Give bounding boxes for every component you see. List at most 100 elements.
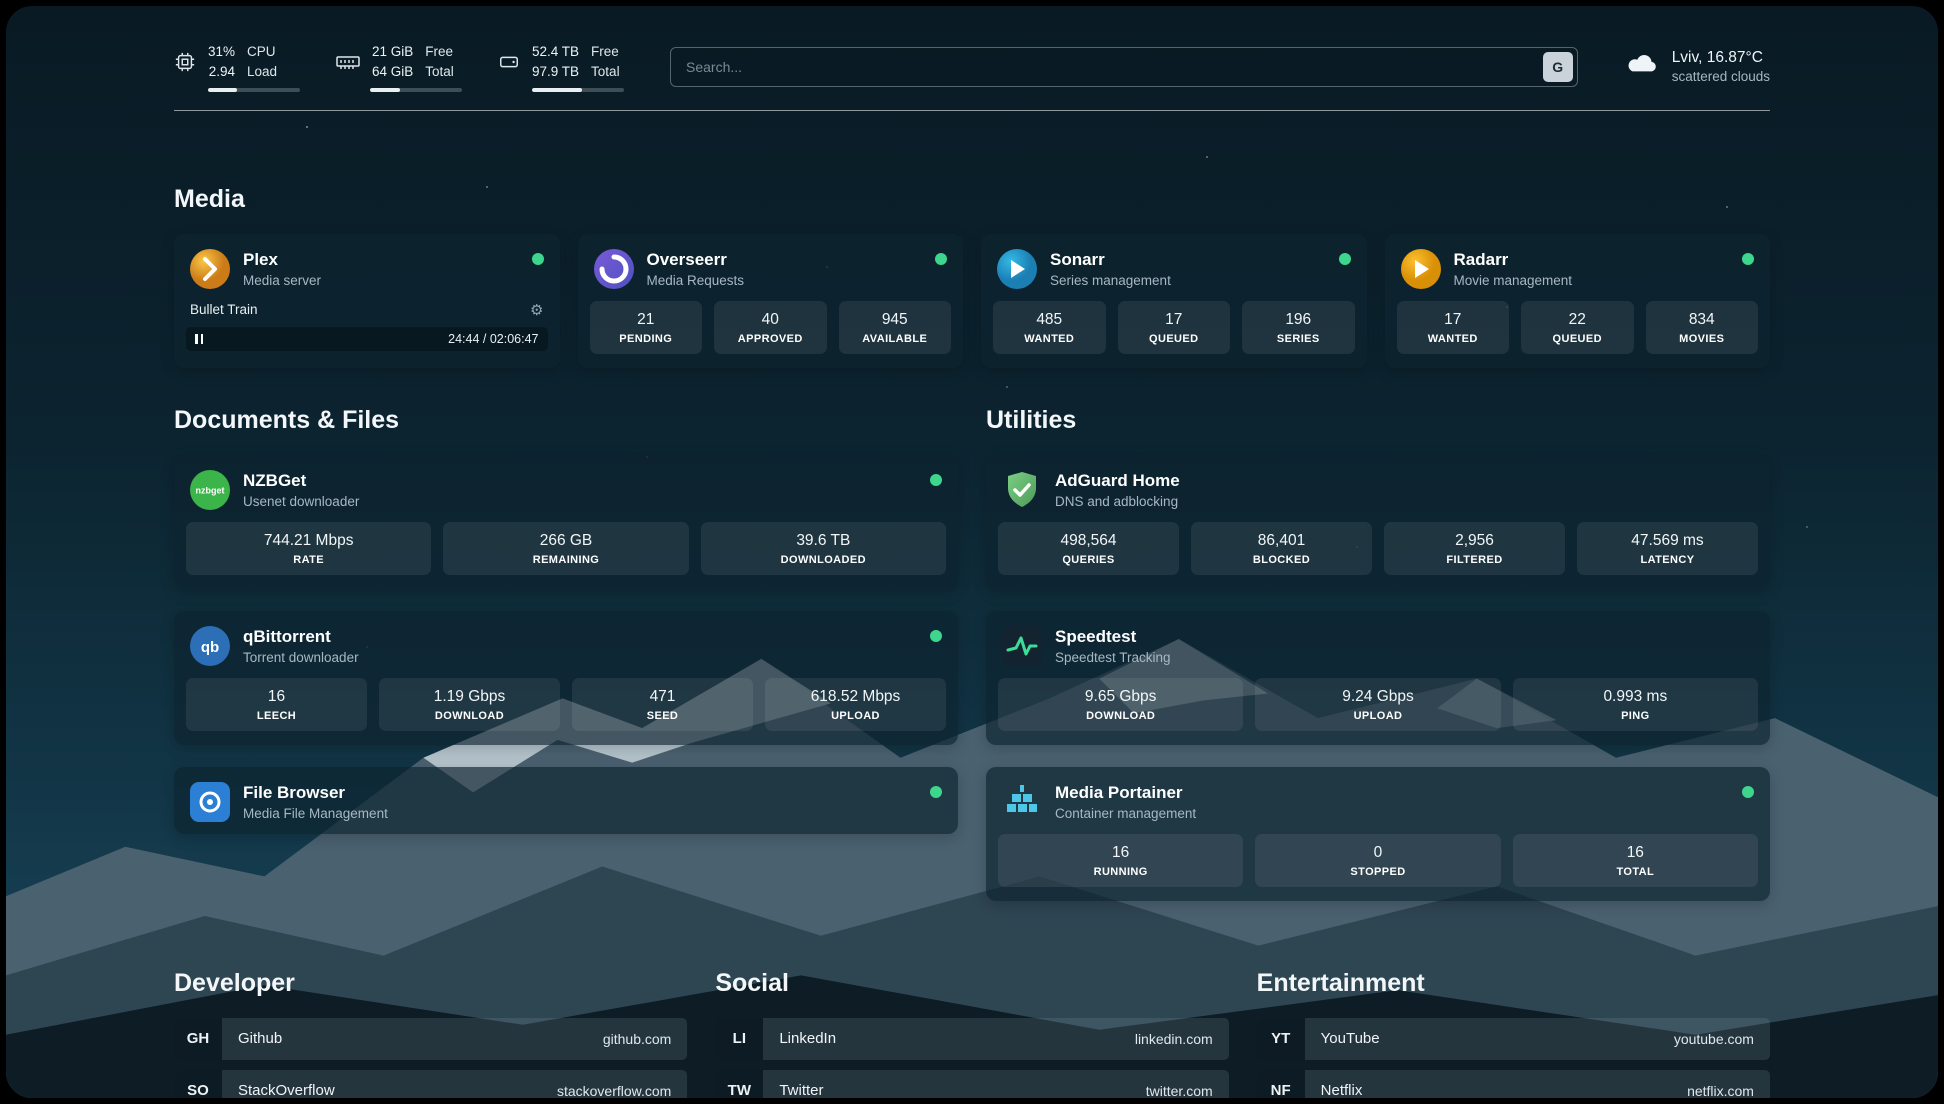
weather-location: Lviv, 16.87°C [1671,49,1763,67]
section-documents: Documents & Files nzbget NZBGet Usenet d [174,406,958,856]
bookmark-netflix[interactable]: NF Netflix netflix.com [1256,1069,1770,1099]
app-card-radarr[interactable]: Radarr Movie management 17 WANTED 22 QUE… [1384,233,1770,368]
app-name: Overseerr [646,249,727,269]
app-name: Plex [243,249,278,269]
bookmark-linkedin[interactable]: LI LinkedIn linkedin.com [715,1017,1229,1060]
stat-tile: 17 QUEUED [1117,300,1230,354]
app-subtitle: Container management [1055,805,1197,821]
app-name: Media Portainer [1055,782,1183,802]
nzbget-icon: nzbget [190,469,230,510]
seek-track[interactable] [212,332,439,345]
stat-tile: 9.65 Gbps DOWNLOAD [998,677,1244,731]
svg-text:nzbget: nzbget [196,485,225,495]
app-card-overseerr[interactable]: Overseerr Media Requests 21 PENDING 40 A… [577,233,963,368]
app-subtitle: Movie management [1453,272,1573,288]
search-engine-button[interactable]: G [1542,51,1573,82]
app-subtitle: Media File Management [243,805,388,821]
now-playing-title: Bullet Train [190,302,258,317]
ram-label-1: Free [425,44,454,59]
playback-time: 24:44 / 02:06:47 [448,331,539,346]
stat-tile: 16 TOTAL [1512,833,1758,887]
app-card-nzbget[interactable]: nzbget NZBGet Usenet downloader 744.21 M… [174,454,958,589]
ram-total-value: 64 GiB [372,64,414,80]
app-name: qBittorrent [243,626,331,646]
overseerr-icon [593,248,634,289]
app-card-speedtest[interactable]: Speedtest Speedtest Tracking 9.65 Gbps D… [986,610,1770,745]
cloud-icon [1624,51,1660,82]
bookmark-abbr: TW [715,1069,764,1098]
bookmark-name: StackOverflow [238,1082,335,1098]
bookmark-abbr: NF [1256,1069,1305,1098]
app-card-filebrowser[interactable]: File Browser Media File Management [174,766,958,834]
app-card-adguard[interactable]: AdGuard Home DNS and adblocking 498,564 … [986,454,1770,589]
stat-tile: 47.569 ms LATENCY [1577,521,1758,575]
app-card-sonarr[interactable]: Sonarr Series management 485 WANTED 17 Q… [981,233,1367,368]
pause-icon[interactable] [195,333,203,344]
stat-tile: 16 LEECH [186,677,367,731]
status-dot [531,252,544,265]
bookmark-url: netflix.com [1687,1082,1754,1099]
cpu-percent: 31% [208,44,236,59]
stat-tile: 196 SERIES [1242,300,1355,354]
documents-section-title: Documents & Files [174,405,400,434]
developer-section-title: Developer [174,968,295,997]
status-dot [930,785,942,798]
disk-metric: 52.4 TB 97.9 TB Free Total [498,42,624,92]
app-card-plex[interactable]: Plex Media server Bullet Train ⚙ [174,233,560,368]
sonarr-icon [997,248,1037,289]
disk-icon [498,51,520,73]
ram-label-2: Total [425,64,454,80]
cpu-load-value: 2.94 [208,64,236,80]
section-utilities: Utilities AdGuard Home [986,406,1770,923]
app-card-qbittorrent[interactable]: qb qBittorrent Torrent downloader 16 LEE… [174,610,958,745]
stat-tile: 1.19 Gbps DOWNLOAD [379,677,560,731]
system-metrics: 31% 2.94 CPU Load [174,42,624,92]
app-subtitle: DNS and adblocking [1055,493,1179,509]
app-subtitle: Usenet downloader [243,493,360,509]
search-input[interactable] [670,46,1578,87]
section-media: Media Plex Medi [174,185,1770,368]
bookmark-abbr: YT [1256,1017,1305,1060]
ram-free-value: 21 GiB [372,44,414,59]
stat-tile: 618.52 Mbps UPLOAD [765,677,946,731]
weather-widget[interactable]: Lviv, 16.87°C scattered clouds [1624,49,1770,84]
status-dot [935,252,947,265]
media-section-title: Media [174,184,245,213]
status-dot [1742,252,1754,265]
qbittorrent-icon: qb [190,625,230,666]
plex-icon [190,248,230,289]
topbar-divider [174,109,1770,111]
bookmark-name: LinkedIn [779,1030,837,1047]
app-subtitle: Torrent downloader [243,649,359,665]
bookmark-url: youtube.com [1673,1030,1754,1047]
portainer-icon [1002,782,1042,822]
app-subtitle: Speedtest Tracking [1055,649,1171,665]
topbar: 31% 2.94 CPU Load [174,42,1770,92]
cpu-progress-bar [208,87,300,92]
app-name: NZBGet [243,470,307,490]
cpu-label-1: CPU [247,44,276,59]
radarr-icon [1400,248,1441,289]
bookmark-abbr: GH [174,1017,222,1060]
stat-tile: 22 QUEUED [1521,300,1634,354]
bookmark-twitter[interactable]: TW Twitter twitter.com [715,1069,1229,1098]
section-developer: Developer GH Github github.com SO StackO… [174,968,688,1098]
app-card-portainer[interactable]: Media Portainer Container management 16 … [986,766,1770,901]
stat-tile: 744.21 Mbps RATE [186,521,432,575]
playback-bar[interactable]: 24:44 / 02:06:47 [186,326,548,351]
stat-tile: 266 GB REMAINING [443,521,689,575]
disk-label-2: Total [591,64,620,80]
app-subtitle: Series management [1050,272,1171,288]
svg-text:qb: qb [201,639,219,656]
gear-icon[interactable]: ⚙ [530,301,544,319]
app-name: Radarr [1453,249,1509,269]
ram-progress-bar [370,87,462,92]
app-name: Speedtest [1055,626,1137,646]
bookmark-github[interactable]: GH Github github.com [174,1017,688,1060]
ram-icon [336,52,360,72]
bookmark-youtube[interactable]: YT YouTube youtube.com [1256,1017,1770,1060]
bookmark-url: linkedin.com [1134,1030,1213,1047]
utilities-section-title: Utilities [986,405,1077,434]
cpu-metric: 31% 2.94 CPU Load [174,42,300,92]
bookmark-stackoverflow[interactable]: SO StackOverflow stackoverflow.com [174,1069,688,1098]
